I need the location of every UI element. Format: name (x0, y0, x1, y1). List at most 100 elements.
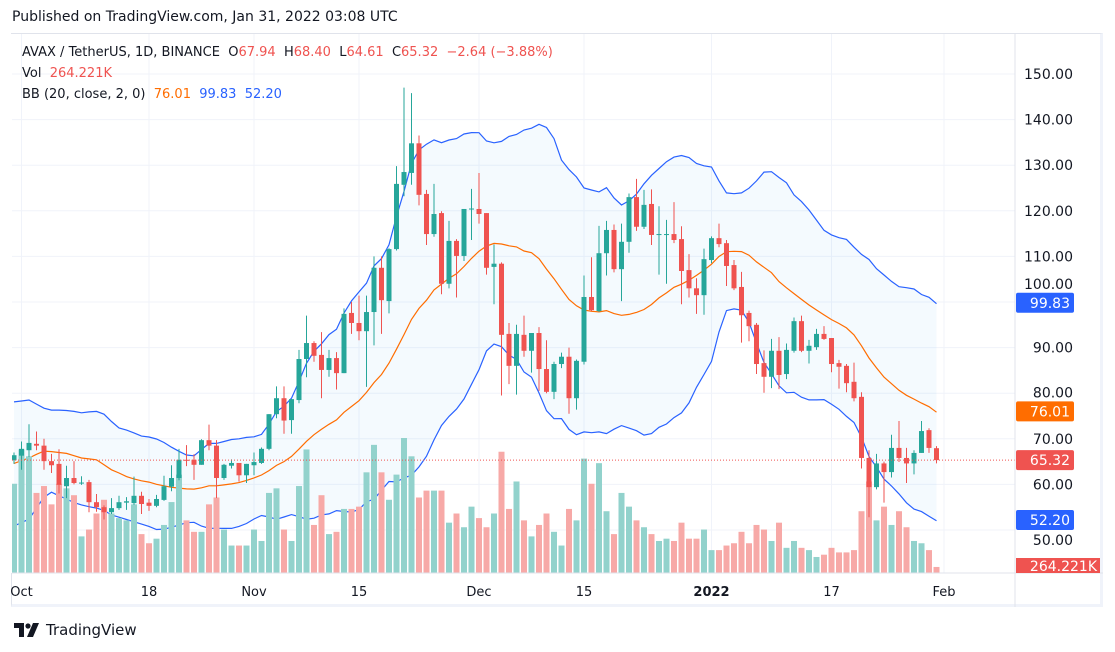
volume-bar (716, 550, 722, 573)
candle-body (671, 234, 677, 240)
volume-bar (78, 536, 85, 573)
candle (176, 448, 182, 481)
candle-body (634, 197, 639, 227)
candle (491, 244, 497, 305)
volume-bar (911, 540, 917, 573)
volume-bar (386, 499, 392, 573)
volume-bar (873, 520, 880, 573)
x-tick-label: Oct (10, 585, 32, 600)
candle-body (476, 208, 482, 214)
volume-bar (206, 504, 212, 573)
candle (116, 495, 122, 510)
candle (731, 260, 737, 291)
volume-bar (596, 463, 602, 573)
volume-bar (266, 492, 272, 573)
volume-bar (723, 545, 730, 573)
candle (649, 189, 654, 245)
candle-body (611, 229, 617, 270)
candle (71, 461, 77, 485)
y-tick-label: 140.00 (1024, 113, 1073, 129)
candle (664, 219, 669, 284)
candle-body (409, 143, 414, 173)
volume-label[interactable]: Vol (22, 66, 42, 81)
candle (206, 424, 212, 451)
volume-bar (461, 527, 467, 573)
symbol-title[interactable]: AVAX / TetherUS, 1D, BINANCE (22, 45, 220, 60)
candle-body (199, 440, 204, 465)
volume-bar (326, 534, 332, 573)
candle-body (431, 213, 437, 235)
bb-basis-line (13, 242, 937, 490)
candle (791, 317, 797, 353)
close-label: C (391, 45, 402, 60)
volume-bar (933, 566, 940, 573)
candle (454, 239, 459, 298)
low-label: L (339, 45, 347, 60)
candle-body (416, 143, 422, 195)
candle-body (131, 495, 137, 504)
candle (589, 257, 594, 312)
volume-bar (678, 522, 685, 573)
candle-body (934, 448, 939, 461)
candle-body (649, 203, 654, 235)
volume-bar (63, 488, 70, 573)
candle (859, 392, 864, 469)
volume-bar (701, 529, 707, 573)
candle-body (724, 243, 729, 266)
candle-body (34, 443, 39, 446)
candle (146, 498, 152, 511)
volume-bar (626, 506, 632, 573)
footer-logo[interactable]: TradingView (14, 621, 137, 639)
candle (221, 463, 227, 480)
open-label: O (228, 45, 239, 60)
volume-bar (161, 524, 167, 573)
bb-label[interactable]: BB (20, close, 2, 0) (22, 87, 146, 102)
candle (544, 340, 549, 394)
volume-bar (543, 513, 550, 573)
candle-body (499, 263, 504, 335)
volume-bar (588, 483, 595, 573)
candle-body (881, 463, 887, 473)
candle-body (521, 334, 527, 351)
volume-bar (768, 540, 775, 573)
candle (476, 172, 482, 224)
candle (379, 256, 384, 334)
candle-body (64, 478, 69, 487)
volume-bar (416, 497, 422, 573)
candle (716, 223, 722, 248)
y-tick-label: 110.00 (1024, 249, 1073, 265)
candle (86, 479, 92, 513)
volume-bar (783, 547, 790, 573)
volume-label-box (1016, 558, 1100, 573)
tradingview-logo-icon (14, 623, 39, 637)
candle (319, 332, 324, 399)
price-label-box (1016, 401, 1074, 422)
candle-body (491, 263, 497, 267)
volume-bar (851, 550, 857, 573)
candle-body (896, 447, 902, 458)
candle (334, 352, 339, 390)
candle-body (686, 270, 692, 289)
candle (806, 339, 812, 364)
volume-bar (866, 481, 872, 573)
candle-body (919, 431, 924, 453)
candle-body (761, 363, 767, 377)
candle (709, 236, 714, 264)
volume-bar (918, 543, 925, 573)
volume-bar (693, 538, 700, 573)
bb-lower-value: 52.20 (244, 87, 282, 102)
candle-body (439, 213, 444, 284)
volume-bar (881, 506, 887, 573)
candle-body (161, 486, 167, 500)
candle (836, 359, 842, 389)
candle (611, 224, 617, 273)
volume-bar (228, 545, 235, 573)
candle-body (101, 507, 107, 513)
candle-body (544, 369, 549, 392)
candles (11, 87, 939, 520)
volume-bar (888, 524, 895, 573)
candle (461, 208, 467, 261)
volume-bar (93, 513, 100, 573)
volume-bar (348, 508, 355, 573)
